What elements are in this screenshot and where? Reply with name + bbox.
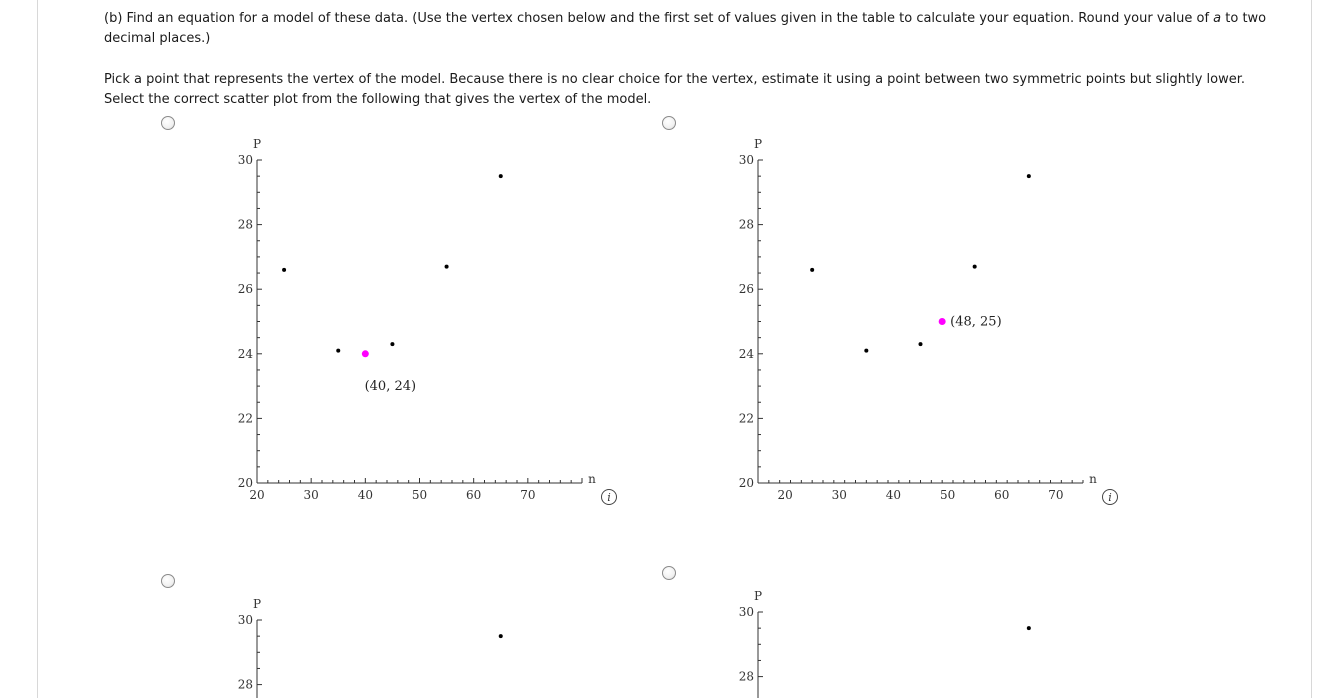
y-tick-label: 26	[739, 282, 754, 296]
option-radio-2[interactable]	[662, 116, 676, 130]
y-axis-title: P	[253, 137, 261, 151]
info-icon[interactable]: i	[601, 489, 617, 505]
question-prefix: (b) Find an equation for a model of thes…	[104, 11, 1214, 26]
vertex-point	[361, 350, 369, 358]
y-axis-title: P	[754, 137, 762, 151]
option-radio-4[interactable]	[662, 566, 676, 580]
x-tick-label: 20	[777, 488, 792, 502]
y-tick-label: 30	[238, 153, 253, 167]
option-radio-3[interactable]	[161, 574, 175, 588]
data-point	[390, 342, 395, 347]
data-point	[498, 174, 503, 179]
data-point	[810, 267, 815, 272]
x-tick-label: 50	[940, 488, 955, 502]
vertex-label: (48, 25)	[950, 315, 1002, 330]
instruction-line-1: Pick a point that represents the vertex …	[104, 72, 1246, 87]
variable-a: a	[1213, 11, 1222, 26]
question-text: (b) Find an equation for a model of thes…	[104, 9, 1294, 49]
svg-text:i: i	[1108, 491, 1112, 504]
data-point	[1026, 174, 1031, 179]
x-tick-label: 70	[1048, 488, 1063, 502]
y-tick-label: 24	[238, 347, 254, 361]
x-tick-label: 70	[520, 488, 535, 502]
y-tick-label: 20	[739, 476, 754, 490]
y-tick-label: 28	[238, 218, 253, 232]
instructions: Pick a point that represents the vertex …	[104, 70, 1294, 110]
y-tick-label: 28	[739, 218, 754, 232]
x-tick-label: 60	[466, 488, 481, 502]
info-icon[interactable]: i	[1102, 489, 1118, 505]
data-point	[444, 264, 449, 269]
y-tick-label: 30	[739, 153, 754, 167]
x-tick-label: 40	[886, 488, 901, 502]
x-tick-label: 30	[832, 488, 847, 502]
svg-text:i: i	[607, 491, 611, 504]
data-point	[1026, 626, 1031, 631]
data-point	[972, 264, 977, 269]
instruction-line-2: Select the correct scatter plot from the…	[104, 92, 652, 107]
x-tick-label: 20	[249, 488, 264, 502]
data-point	[864, 348, 869, 353]
data-point	[336, 348, 341, 353]
y-tick-label: 28	[739, 670, 754, 684]
option-radio-1[interactable]	[161, 116, 175, 130]
y-tick-label: 26	[238, 282, 253, 296]
x-axis-title: n	[1089, 472, 1097, 486]
data-point	[498, 634, 503, 639]
y-tick-label: 30	[739, 605, 754, 619]
x-tick-label: 50	[412, 488, 427, 502]
x-axis-title: n	[588, 472, 596, 486]
vertex-label: (40, 24)	[365, 379, 417, 394]
y-tick-label: 24	[739, 347, 755, 361]
y-tick-label: 22	[238, 411, 253, 425]
y-tick-label: 20	[238, 476, 253, 490]
y-tick-label: 22	[739, 411, 754, 425]
y-axis-title: P	[253, 597, 261, 611]
y-tick-label: 30	[238, 613, 253, 627]
data-point	[918, 342, 923, 347]
content-frame	[37, 0, 1312, 698]
question-suffix: to two decimal places.)	[104, 11, 1267, 46]
x-tick-label: 40	[358, 488, 373, 502]
x-tick-label: 60	[994, 488, 1009, 502]
x-tick-label: 30	[304, 488, 319, 502]
question-part-b: (b) Find an equation for a model of thes…	[104, 9, 1294, 49]
y-axis-title: P	[754, 589, 762, 603]
data-point	[282, 267, 287, 272]
vertex-point	[938, 318, 946, 325]
